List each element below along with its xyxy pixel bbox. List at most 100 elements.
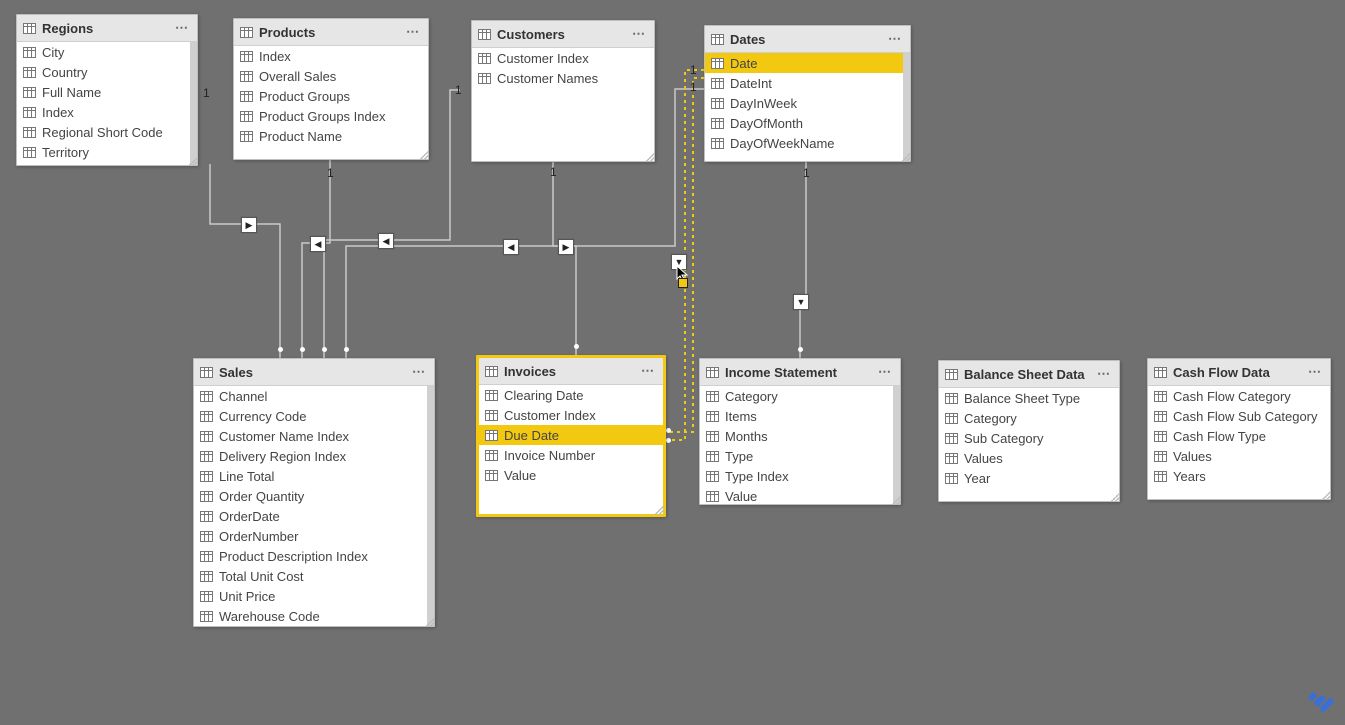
field-row[interactable]: Country [17, 62, 197, 82]
field-row[interactable]: Currency Code [194, 406, 434, 426]
field-row[interactable]: Values [939, 448, 1119, 468]
field-row[interactable]: OrderNumber [194, 526, 434, 546]
field-row[interactable]: Cash Flow Sub Category [1148, 406, 1330, 426]
field-row[interactable]: OrderDate [194, 506, 434, 526]
scrollbar[interactable] [190, 42, 197, 165]
table-header[interactable]: Balance Sheet Data⋯ [939, 361, 1119, 388]
field-row[interactable]: Delivery Region Index [194, 446, 434, 466]
table-header[interactable]: Products⋯ [234, 19, 428, 46]
field-row[interactable]: Channel [194, 386, 434, 406]
field-row[interactable]: Cash Flow Category [1148, 386, 1330, 406]
field-row[interactable]: Product Groups Index [234, 106, 428, 126]
table-header[interactable]: Income Statement⋯ [700, 359, 900, 386]
field-row[interactable]: Index [17, 102, 197, 122]
table-header[interactable]: Cash Flow Data⋯ [1148, 359, 1330, 386]
table-card-sales[interactable]: Sales⋯Channel Currency Code Customer Name … [193, 358, 435, 627]
table-header[interactable]: Customers⋯ [472, 21, 654, 48]
table-header[interactable]: Sales⋯ [194, 359, 434, 386]
scrollbar[interactable] [893, 386, 900, 504]
resize-grip[interactable] [425, 617, 435, 627]
field-row[interactable]: Type [700, 446, 900, 466]
field-row[interactable]: Total Unit Cost [194, 566, 434, 586]
table-card-dates[interactable]: Dates⋯DateDateIntDayInWeekDayOfMonthDayO… [704, 25, 911, 162]
table-card-regions[interactable]: Regions⋯CityCountryFull NameIndexRegiona… [16, 14, 198, 166]
field-row[interactable]: Year [939, 468, 1119, 488]
resize-grip[interactable] [1110, 492, 1120, 502]
scrollbar[interactable] [903, 53, 910, 161]
field-row[interactable]: Customer Index [472, 48, 654, 68]
field-row[interactable]: Product Groups [234, 86, 428, 106]
field-label: Currency Code [219, 409, 306, 424]
field-row[interactable]: Category [939, 408, 1119, 428]
field-row[interactable]: Product Description Index [194, 546, 434, 566]
table-menu-ellipsis[interactable]: ⋯ [173, 20, 191, 36]
field-row[interactable]: Customer Index [479, 405, 663, 425]
field-row[interactable]: Items [700, 406, 900, 426]
table-header[interactable]: Regions⋯ [17, 15, 197, 42]
field-row[interactable]: Overall Sales [234, 66, 428, 86]
table-menu-ellipsis[interactable]: ⋯ [886, 31, 904, 47]
field-row[interactable]: Cash Flow Type [1148, 426, 1330, 446]
field-row[interactable]: Invoice Number [479, 445, 663, 465]
field-row[interactable]: City [17, 42, 197, 62]
field-label: Customer Index [504, 408, 596, 423]
field-row[interactable]: Months [700, 426, 900, 446]
field-row[interactable]: Line Total [194, 466, 434, 486]
table-menu-ellipsis[interactable]: ⋯ [410, 364, 428, 380]
resize-grip[interactable] [645, 152, 655, 162]
table-card-products[interactable]: Products⋯IndexOverall SalesProduct Group… [233, 18, 429, 160]
field-row[interactable]: Sub Category [939, 428, 1119, 448]
field-row[interactable]: DayOfWeekName [705, 133, 910, 153]
field-row[interactable]: Customer Name Index [194, 426, 434, 446]
field-row[interactable]: Clearing Date [479, 385, 663, 405]
table-card-balance[interactable]: Balance Sheet Data⋯Balance Sheet TypeCat… [938, 360, 1120, 502]
table-card-invoices[interactable]: Invoices⋯Clearing Date Customer Index Due … [476, 355, 666, 517]
field-row[interactable]: Unit Price [194, 586, 434, 606]
table-card-income[interactable]: Income Statement⋯CategoryItemsMonthsType… [699, 358, 901, 505]
field-row[interactable]: Customer Names [472, 68, 654, 88]
field-row[interactable]: Value [479, 465, 663, 485]
field-row[interactable]: Type Index [700, 466, 900, 486]
table-card-cashflow[interactable]: Cash Flow Data⋯Cash Flow CategoryCash Fl… [1147, 358, 1331, 500]
field-row[interactable]: Values [1148, 446, 1330, 466]
table-menu-ellipsis[interactable]: ⋯ [1306, 364, 1324, 380]
table-icon [485, 450, 498, 461]
field-row[interactable]: Years [1148, 466, 1330, 486]
table-menu-ellipsis[interactable]: ⋯ [404, 24, 422, 40]
field-row[interactable]: Category [700, 386, 900, 406]
table-header[interactable]: Invoices⋯ [479, 358, 663, 385]
field-row[interactable]: DayOfMonth [705, 113, 910, 133]
resize-grip[interactable] [891, 495, 901, 505]
resize-grip[interactable] [188, 156, 198, 166]
field-row[interactable]: DayInWeek [705, 93, 910, 113]
field-label: Territory [42, 145, 89, 160]
table-menu-ellipsis[interactable]: ⋯ [1095, 366, 1113, 382]
field-row[interactable]: Due Date [479, 425, 663, 445]
field-row[interactable]: DateInt [705, 73, 910, 93]
resize-grip[interactable] [654, 505, 664, 515]
table-menu-ellipsis[interactable]: ⋯ [630, 26, 648, 42]
resize-grip[interactable] [901, 152, 911, 162]
field-row[interactable]: Date [705, 53, 910, 73]
field-row[interactable]: Order Quantity [194, 486, 434, 506]
cardinality-many [574, 344, 579, 349]
field-row[interactable]: Index [234, 46, 428, 66]
table-menu-ellipsis[interactable]: ⋯ [876, 364, 894, 380]
table-header[interactable]: Dates⋯ [705, 26, 910, 53]
field-row[interactable]: Warehouse Code [194, 606, 434, 626]
field-row[interactable]: Value [700, 486, 900, 504]
resize-grip[interactable] [1321, 490, 1331, 500]
field-row[interactable]: Full Name [17, 82, 197, 102]
table-title: Regions [42, 21, 173, 36]
field-label: Unit Price [219, 589, 275, 604]
scrollbar[interactable] [427, 386, 434, 626]
table-menu-ellipsis[interactable]: ⋯ [639, 363, 657, 379]
field-row[interactable]: Regional Short Code [17, 122, 197, 142]
resize-grip[interactable] [419, 150, 429, 160]
drag-badge [678, 278, 688, 288]
field-row[interactable]: Territory [17, 142, 197, 162]
table-card-customers[interactable]: Customers⋯Customer IndexCustomer Names [471, 20, 655, 162]
field-row[interactable]: Product Name [234, 126, 428, 146]
cardinality-many [666, 438, 671, 443]
field-row[interactable]: Balance Sheet Type [939, 388, 1119, 408]
